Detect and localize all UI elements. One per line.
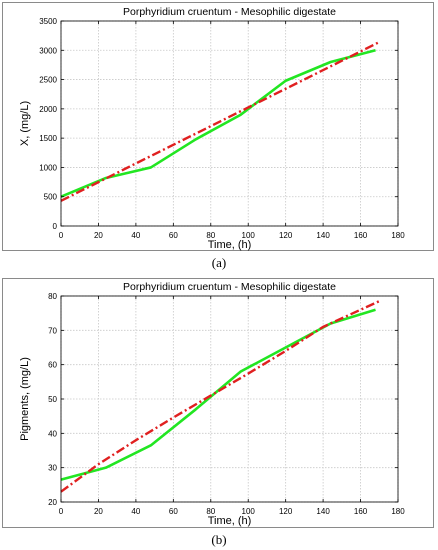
experimental-line	[60, 49, 376, 198]
y-tick-label: 60	[48, 361, 57, 370]
y-tick-label: 3500	[39, 17, 57, 26]
x-tick-label: 40	[131, 231, 140, 240]
y-tick-label: 2500	[39, 76, 57, 85]
y-tick-label: 1500	[39, 134, 57, 143]
chart-title: Porphyridium cruentum - Mesophilic diges…	[123, 281, 336, 293]
y-tick-label: 40	[48, 429, 57, 438]
panel-label-b: (b)	[211, 532, 227, 547]
x-tick-label: 80	[206, 507, 215, 516]
x-tick-label: 180	[391, 231, 405, 240]
x-tick-label: 0	[59, 231, 64, 240]
y-tick-label: 30	[48, 464, 57, 473]
y-tick-label: 20	[48, 498, 57, 507]
x-tick-label: 40	[131, 507, 140, 516]
x-tick-label: 100	[242, 231, 256, 240]
y-tick-label: 50	[48, 395, 57, 404]
x-tick-label: 120	[279, 507, 293, 516]
x-tick-label: 60	[169, 507, 178, 516]
x-tick-label: 20	[94, 231, 103, 240]
x-tick-label: 140	[316, 231, 330, 240]
y-tick-label: 70	[48, 326, 57, 335]
chart-b: 0 20 40 60 80 100 120 140 160 18020304050607080Po…	[19, 281, 405, 527]
y-axis-label: X, (mg/L)	[19, 101, 31, 146]
y-tick-label: 80	[48, 292, 57, 301]
model-line	[60, 300, 380, 493]
plot-area	[61, 21, 398, 226]
y-axis-label: Pigments, (mg/L)	[19, 357, 31, 441]
x-axis-label: Time, (h)	[208, 515, 252, 527]
x-tick-label: 160	[354, 231, 368, 240]
x-tick-label: 180	[391, 507, 405, 516]
x-axis-label: Time, (h)	[208, 239, 252, 251]
chart-title: Porphyridium cruentum - Mesophilic diges…	[123, 6, 336, 18]
y-tick-label: 3000	[39, 46, 57, 55]
model-line	[60, 41, 380, 202]
x-tick-label: 100	[242, 507, 256, 516]
y-tick-label: 1000	[39, 163, 57, 172]
chart-a: 0 20 40 60 80 100 120 140 160 180 0 500 1000 1500 2000…	[19, 6, 405, 251]
x-tick-label: 140	[316, 507, 330, 516]
axes-box	[60, 20, 399, 227]
y-tick-label: 2000	[39, 105, 57, 114]
y-tick-label: 0	[53, 222, 58, 231]
y-tick-label: 500	[44, 193, 58, 202]
x-tick-label: 20	[94, 507, 103, 516]
panel-label-a: (a)	[211, 255, 227, 270]
x-tick-label: 60	[169, 231, 178, 240]
x-tick-label: 0	[59, 507, 64, 516]
x-tick-label: 120	[279, 231, 293, 240]
x-tick-label: 80	[206, 231, 215, 240]
x-tick-label: 160	[354, 507, 368, 516]
